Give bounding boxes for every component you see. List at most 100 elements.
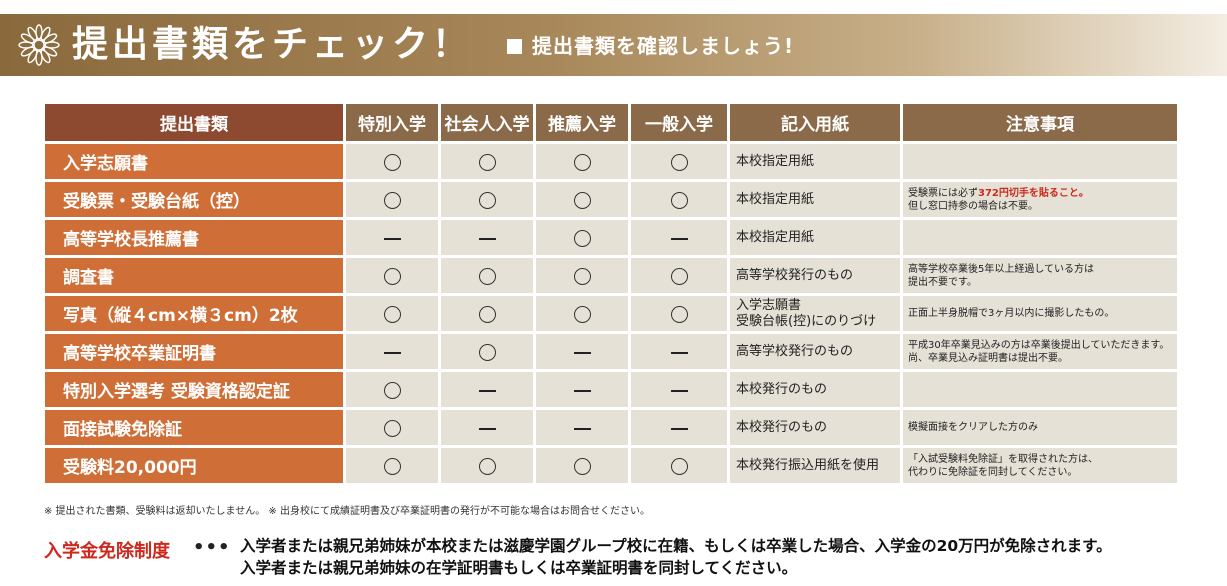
not-required-dash-icon — [478, 389, 496, 392]
requirement-cell — [346, 334, 438, 369]
not-required-dash-icon — [383, 237, 401, 240]
note-cell — [903, 144, 1177, 179]
note-cell: 「入試受験料免除証」を取得された方は、 代わりに免除証を同封してください。 — [903, 448, 1177, 483]
note-text: 「入試受験料免除証」を取得された方は、 — [908, 453, 1098, 465]
document-name: 写真（縦４cm×横３cm）2枚 — [45, 296, 343, 331]
document-name: 高等学校長推薦書 — [45, 220, 343, 255]
note-text: 平成30年卒業見込みの方は卒業後提出していただきます。 — [908, 339, 1170, 351]
required-circle-icon — [383, 420, 401, 437]
required-circle-icon — [478, 458, 496, 475]
table-row: 入学志願書 本校指定用紙 — [45, 144, 1177, 179]
requirement-cell — [631, 448, 727, 483]
requirement-cell — [441, 372, 533, 407]
requirement-cell — [346, 182, 438, 217]
required-circle-icon — [573, 458, 591, 475]
requirement-cell — [631, 220, 727, 255]
requirement-cell — [441, 448, 533, 483]
requirement-cell — [346, 144, 438, 179]
column-header: 特別入学 — [346, 104, 438, 141]
requirement-cell — [631, 410, 727, 445]
requirement-cell — [536, 372, 628, 407]
column-header: 推薦入学 — [536, 104, 628, 141]
requirement-cell — [441, 144, 533, 179]
note-line: 提出不要です。 — [908, 276, 977, 288]
required-circle-icon — [573, 230, 591, 247]
requirement-cell — [631, 144, 727, 179]
requirement-cell — [631, 334, 727, 369]
document-name: 特別入学選考 受験資格認定証 — [45, 372, 343, 407]
required-circle-icon — [670, 458, 688, 475]
note-highlight: 372円切手を貼ること。 — [978, 187, 1089, 199]
form-type: 本校指定用紙 — [730, 182, 900, 217]
requirement-cell — [536, 296, 628, 331]
requirement-cell — [536, 182, 628, 217]
not-required-dash-icon — [670, 351, 688, 354]
not-required-dash-icon — [478, 427, 496, 430]
table-row: 特別入学選考 受験資格認定証 本校発行のもの — [45, 372, 1177, 407]
column-header: 記入用紙 — [730, 104, 900, 141]
table-row: 高等学校卒業証明書 高等学校発行のもの 平成30年卒業見込みの方は卒業後提出していた… — [45, 334, 1177, 369]
document-name: 調査書 — [45, 258, 343, 293]
flower-emblem-icon — [18, 24, 60, 66]
exemption-text-line-1: 入学者または親兄弟姉妹が本校または滋慶学園グループ校に在籍、もしくは卒業した場合… — [240, 537, 1112, 555]
requirement-cell — [346, 296, 438, 331]
document-name: 受験料20,000円 — [45, 448, 343, 483]
document-name: 高等学校卒業証明書 — [45, 334, 343, 369]
not-required-dash-icon — [383, 351, 401, 354]
requirement-cell — [536, 220, 628, 255]
column-header: 社会人入学 — [441, 104, 533, 141]
requirement-cell — [441, 334, 533, 369]
not-required-dash-icon — [573, 427, 591, 430]
requirement-cell — [346, 258, 438, 293]
not-required-dash-icon — [670, 389, 688, 392]
requirement-cell — [441, 296, 533, 331]
table-row: 受験料20,000円 本校発行振込用紙を使用 「入試受験料免除証」を取得された方は、… — [45, 448, 1177, 483]
required-circle-icon — [383, 458, 401, 475]
form-type: 本校発行のもの — [730, 372, 900, 407]
note-text: 受験票には必ず — [908, 187, 978, 199]
note-line: 受験票には必ず372円切手を貼ること。 — [908, 187, 1177, 200]
required-circle-icon — [478, 154, 496, 171]
required-circle-icon — [478, 306, 496, 323]
note-line: 高等学校卒業後5年以上経過している方は — [908, 263, 1177, 276]
form-type: 高等学校発行のもの — [730, 334, 900, 369]
note-text: 高等学校卒業後5年以上経過している方は — [908, 263, 1095, 275]
required-circle-icon — [478, 268, 496, 285]
required-circle-icon — [573, 154, 591, 171]
document-name: 受験票・受験台紙（控） — [45, 182, 343, 217]
table-row: 写真（縦４cm×横３cm）2枚 入学志願書 受験台帳(控)にのりづけ 正面上半身脱帽で… — [45, 296, 1177, 331]
required-circle-icon — [670, 192, 688, 209]
table-header-row: 提出書類 特別入学 社会人入学 推薦入学 一般入学 記入用紙 注意事項 — [45, 104, 1177, 141]
requirement-cell — [631, 372, 727, 407]
requirement-cell — [536, 410, 628, 445]
requirement-cell — [631, 258, 727, 293]
note-cell: 平成30年卒業見込みの方は卒業後提出していただきます。 尚、卒業見込み証明書は提出… — [903, 334, 1177, 369]
required-circle-icon — [573, 192, 591, 209]
banner: 提出書類をチェック！ 提出書類を確認しましょう! — [0, 14, 1227, 76]
form-type: 高等学校発行のもの — [730, 258, 900, 293]
note-line: 尚、卒業見込み証明書は提出不要。 — [908, 352, 1068, 364]
exemption-text-line-2: 入学者または親兄弟姉妹の在学証明書もしくは卒業証明書を同封してください。 — [240, 559, 798, 577]
requirement-cell — [631, 182, 727, 217]
column-header: 注意事項 — [903, 104, 1177, 141]
document-name: 入学志願書 — [45, 144, 343, 179]
required-circle-icon — [383, 306, 401, 323]
requirement-cell — [346, 220, 438, 255]
not-required-dash-icon — [670, 427, 688, 430]
requirement-cell — [346, 448, 438, 483]
exemption-label: 入学金免除制度 — [44, 541, 170, 562]
note-cell — [903, 220, 1177, 255]
banner-subtitle: 提出書類を確認しましょう! — [532, 34, 795, 58]
requirement-cell — [441, 258, 533, 293]
table-row: 面接試験免除証 本校発行のもの 模擬面接をクリアした方のみ — [45, 410, 1177, 445]
requirement-cell — [346, 410, 438, 445]
requirement-cell — [441, 220, 533, 255]
not-required-dash-icon — [478, 237, 496, 240]
form-type: 本校発行振込用紙を使用 — [730, 448, 900, 483]
requirement-cell — [536, 448, 628, 483]
footnote: ※ 提出された書類、受験料は返却いたしません。 ※ 出身校にて成績証明書及び卒業… — [44, 506, 650, 517]
form-type: 本校指定用紙 — [730, 220, 900, 255]
note-cell: 模擬面接をクリアした方のみ — [903, 410, 1177, 445]
banner-title: 提出書類をチェック！ — [72, 24, 473, 65]
note-cell: 受験票には必ず372円切手を貼ること。 但し窓口持参の場合は不要。 — [903, 182, 1177, 217]
